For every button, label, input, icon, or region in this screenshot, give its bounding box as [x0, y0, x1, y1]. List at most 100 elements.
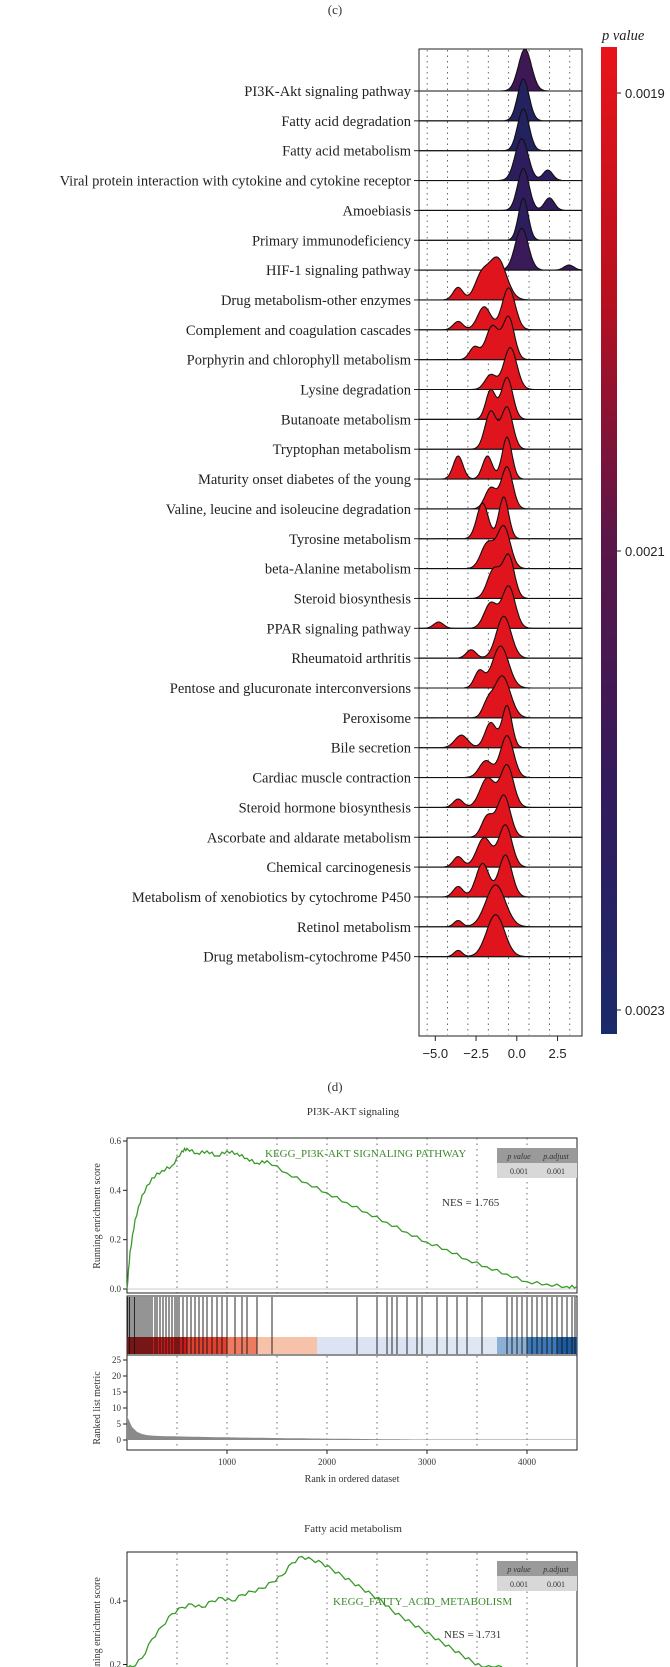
ridge-xtick-label-2: 0.0 [508, 1046, 526, 1061]
ridge-category-label-8: Complement and coagulation cascades [186, 323, 411, 339]
ridge-category-label-21: Peroxisome [343, 711, 411, 727]
legend-tick-label-2: 0.0023 [625, 1003, 665, 1018]
ridge-category-label-4: Amoebiasis [343, 203, 412, 219]
gsea1-ranked-metric-area [127, 1416, 577, 1440]
gsea1-xtick-label-2: 3000 [418, 1457, 437, 1467]
ridge-category-label-1: Fatty acid degradation [281, 114, 411, 130]
gsea1-band-segment-3 [257, 1337, 317, 1354]
ridge-category-label-15: Tyrosine metabolism [289, 532, 412, 548]
ridge-category-label-5: Primary immunodeficiency [252, 233, 412, 249]
gsea2-ytick-label-0: 0.4 [110, 1596, 122, 1606]
ridge-xtick-label-0: −5.0 [422, 1046, 448, 1061]
ridge-density-17 [418, 553, 583, 600]
gsea1-rank-ylabel: Ranked list metric [92, 1371, 103, 1445]
gsea1-stats-header-p: p value [506, 1152, 531, 1161]
gsea1-stats-header-padj: p.adjust [542, 1152, 569, 1161]
ridge-density-27 [418, 854, 583, 898]
ridge-category-label-9: Porphyrin and chlorophyll metabolism [187, 353, 412, 369]
gsea2-nes: NES = 1.731 [444, 1629, 501, 1641]
gsea1-color-band [127, 1337, 577, 1354]
gsea2-series-label: KEGG_FATTY_ACID_METABOLISM [333, 1596, 512, 1608]
gsea1-title: PI3K-AKT signaling [307, 1106, 400, 1118]
gsea1-ylabel: Running enrichment score [92, 1163, 103, 1269]
ridge-density-19 [418, 615, 583, 659]
ridge-density-11 [418, 376, 583, 420]
legend-title: p value [601, 28, 645, 44]
gsea2-stats-value-padj: 0.001 [547, 1580, 565, 1589]
ridge-density-25 [418, 794, 583, 838]
ridge-density-22 [419, 704, 582, 749]
gsea2-stats-header-padj: p.adjust [542, 1565, 569, 1574]
ridge-category-label-20: Pentose and glucuronate interconversions [170, 681, 412, 697]
ridge-density-4 [419, 167, 582, 211]
ridge-density-20 [419, 645, 582, 689]
legend-color-bar [601, 47, 617, 1034]
ridge-density-1 [418, 78, 583, 122]
gsea1-rank-ytick-label-1: 20 [112, 1371, 122, 1381]
gsea1-xtick-label-0: 1000 [218, 1457, 237, 1467]
gsea2-stats-table: p value p.adjust 0.001 0.001 [497, 1561, 577, 1591]
ridge-density-23 [418, 734, 583, 779]
panel-caption-d: (d) [327, 1079, 342, 1094]
ridge-category-label-13: Maturity onset diabetes of the young [198, 472, 411, 488]
ridge-category-label-25: Ascorbate and aldarate metabolism [207, 830, 412, 846]
ridgeline-plot-frame [418, 48, 583, 1037]
gsea1-stats-table: p value p.adjust 0.001 0.001 [497, 1148, 577, 1178]
gsea2-stats-header-p: p value [506, 1565, 531, 1574]
ridge-category-label-10: Lysine degradation [300, 383, 411, 399]
ridge-category-label-19: Rheumatoid arthritis [291, 651, 411, 667]
ridge-category-label-27: Metabolism of xenobiotics by cytochrome … [132, 890, 411, 906]
gsea1-ytick-label-3: 0.0 [110, 1284, 122, 1294]
ridge-density-26 [419, 824, 582, 868]
gsea2-title: Fatty acid metabolism [304, 1523, 402, 1535]
ridge-xtick-label-1: −2.5 [463, 1046, 489, 1061]
ridge-category-label-2: Fatty acid metabolism [282, 144, 412, 160]
gsea1-band-segment-4 [317, 1337, 417, 1354]
gsea2-running-es-line [127, 1555, 503, 1667]
gsea2-es-panel: 0.4 0.2 [110, 1553, 528, 1667]
ridge-category-label-26: Chemical carcinogenesis [266, 860, 411, 876]
gsea1-ytick-label-1: 0.4 [110, 1185, 122, 1195]
ridge-density-21 [418, 675, 583, 719]
ridge-density-13 [418, 436, 583, 480]
ridge-category-label-23: Cardiac muscle contraction [252, 771, 411, 787]
gsea1-rank-ytick-label-0: 25 [112, 1355, 122, 1365]
ridge-density-24 [419, 764, 582, 808]
ridge-density-7 [418, 256, 583, 301]
gsea1-nes: NES = 1.765 [442, 1197, 500, 1209]
ridge-category-label-24: Steroid hormone biosynthesis [239, 800, 412, 816]
ridge-category-label-3: Viral protein interaction with cytokine … [60, 174, 412, 190]
gsea1-xlabel: Rank in ordered dataset [305, 1474, 400, 1485]
ridge-density-14 [419, 465, 582, 510]
gsea2-ylabel: Running enrichment score [92, 1577, 103, 1667]
ridge-density-15 [418, 496, 583, 540]
ridge-density-28 [419, 884, 582, 928]
gsea1-xtick-label-3: 4000 [518, 1457, 537, 1467]
ridge-category-label-12: Tryptophan metabolism [273, 442, 412, 458]
ridge-density-3 [418, 138, 583, 182]
ridge-category-label-16: beta-Alanine metabolism [265, 562, 412, 578]
gsea1-stats-value-p: 0.001 [510, 1167, 528, 1176]
ridge-category-label-11: Butanoate metabolism [281, 412, 412, 428]
gsea1-series-label: KEGG_PI3K-AKT SIGNALING PATHWAY [265, 1148, 466, 1160]
ridge-density-18 [419, 585, 582, 629]
gsea1-rank-panel: 25 20 15 10 5 0 1000 2000 3000 4000 [112, 1355, 577, 1467]
gsea1-ytick-label-2: 0.2 [110, 1235, 121, 1245]
ridge-category-label-22: Bile secretion [331, 741, 412, 757]
ridge-density-8 [419, 287, 582, 331]
ridge-category-label-17: Steroid biosynthesis [294, 591, 412, 607]
ridge-category-label-18: PPAR signaling pathway [267, 621, 412, 637]
gsea1-rank-frame [126, 1354, 578, 1451]
legend-ticks: 0.0019 0.0021 0.0023 [617, 86, 665, 1018]
ridge-category-label-7: Drug metabolism-other enzymes [221, 293, 411, 309]
ridgeline-layers [418, 48, 583, 958]
gsea2-es-frame [126, 1551, 578, 1667]
gsea1-stats-value-padj: 0.001 [547, 1167, 565, 1176]
gsea1-running-es-line [126, 1146, 578, 1290]
ridge-category-label-29: Drug metabolism-cytochrome P450 [203, 950, 411, 966]
gsea1-hit-marks [127, 1297, 576, 1354]
gsea1-rank-ytick-label-4: 5 [117, 1419, 122, 1429]
legend-tick-label-0: 0.0019 [625, 86, 665, 101]
ridge-category-label-14: Valine, leucine and isoleucine degradati… [166, 502, 412, 518]
ridge-density-0 [419, 48, 582, 92]
